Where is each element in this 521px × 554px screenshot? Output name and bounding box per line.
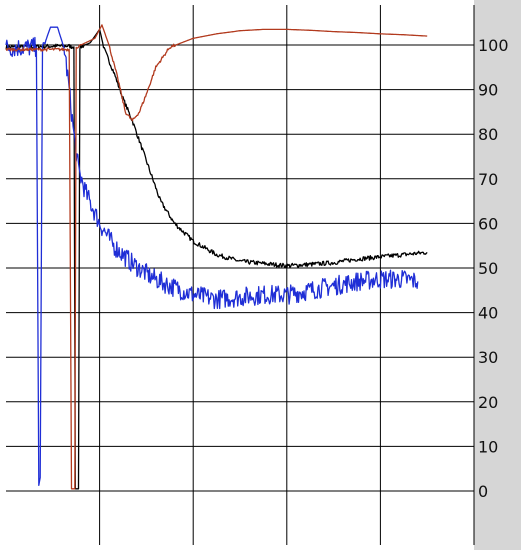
y-tick-label-100: 100: [478, 36, 509, 55]
y-tick-label-20: 20: [478, 393, 498, 412]
y-tick-label-40: 40: [478, 304, 498, 323]
y-tick-label-90: 90: [478, 81, 498, 100]
series-line-blue: [5, 26, 419, 487]
y-tick-label-10: 10: [478, 437, 498, 456]
y-tick-label-80: 80: [478, 125, 498, 144]
y-tick-label-30: 30: [478, 348, 498, 367]
y-tick-label-60: 60: [478, 214, 498, 233]
right-axis-panel: [474, 0, 521, 550]
y-tick-labels: 0 10 20 30 40 50 60 70 80 90 100: [478, 36, 509, 501]
y-tick-label-70: 70: [478, 170, 498, 189]
series-line-black: [5, 28, 428, 490]
y-tick-label-50: 50: [478, 259, 498, 278]
series-layer: [5, 24, 428, 490]
series-line-red: [5, 24, 428, 490]
y-tick-label-0: 0: [478, 482, 488, 501]
